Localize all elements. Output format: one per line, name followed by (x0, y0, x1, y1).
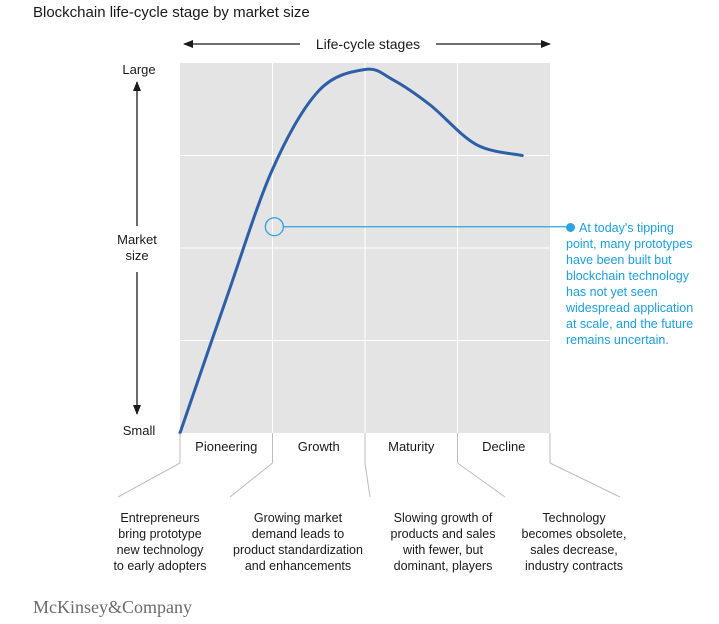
stage-connector-line (549, 462, 621, 498)
stage-description-pioneering: Entrepreneurs bring prototype new technolo… (113, 511, 207, 573)
stage-connector-line (457, 462, 506, 498)
y-top-label: Large (122, 62, 155, 77)
chart-title: Blockchain life-cycle stage by market si… (33, 4, 310, 21)
stage-label-growth: Growth (298, 439, 340, 454)
stage-connector-line (364, 462, 371, 498)
y-axis-label-line: Market (117, 232, 157, 247)
callout-text: At today's tipping point, many prototypes… (566, 221, 694, 347)
stage-label-maturity: Maturity (388, 439, 435, 454)
callout-dot-icon (566, 223, 575, 232)
stage-connector-line (117, 462, 181, 498)
y-axis-label-line: size (125, 248, 148, 263)
stage-connector-line (229, 462, 273, 498)
stage-description-maturity: Slowing growth of products and sales with … (390, 511, 496, 573)
stage-label-pioneering: Pioneering (195, 439, 257, 454)
stage-description-growth: Growing market demand leads to product sta… (233, 511, 363, 573)
tipping-point-callout: At today's tipping point, many prototypes… (566, 220, 716, 348)
market-size-curve (178, 67, 524, 435)
company-logo: McKinsey&Company (33, 597, 192, 617)
y-bottom-label: Small (123, 423, 156, 438)
lifecycle-stages-label: Life-cycle stages (316, 36, 420, 52)
stage-label-decline: Decline (482, 439, 525, 454)
stage-description-decline: Technology becomes obsolete, sales decreas… (521, 511, 627, 573)
